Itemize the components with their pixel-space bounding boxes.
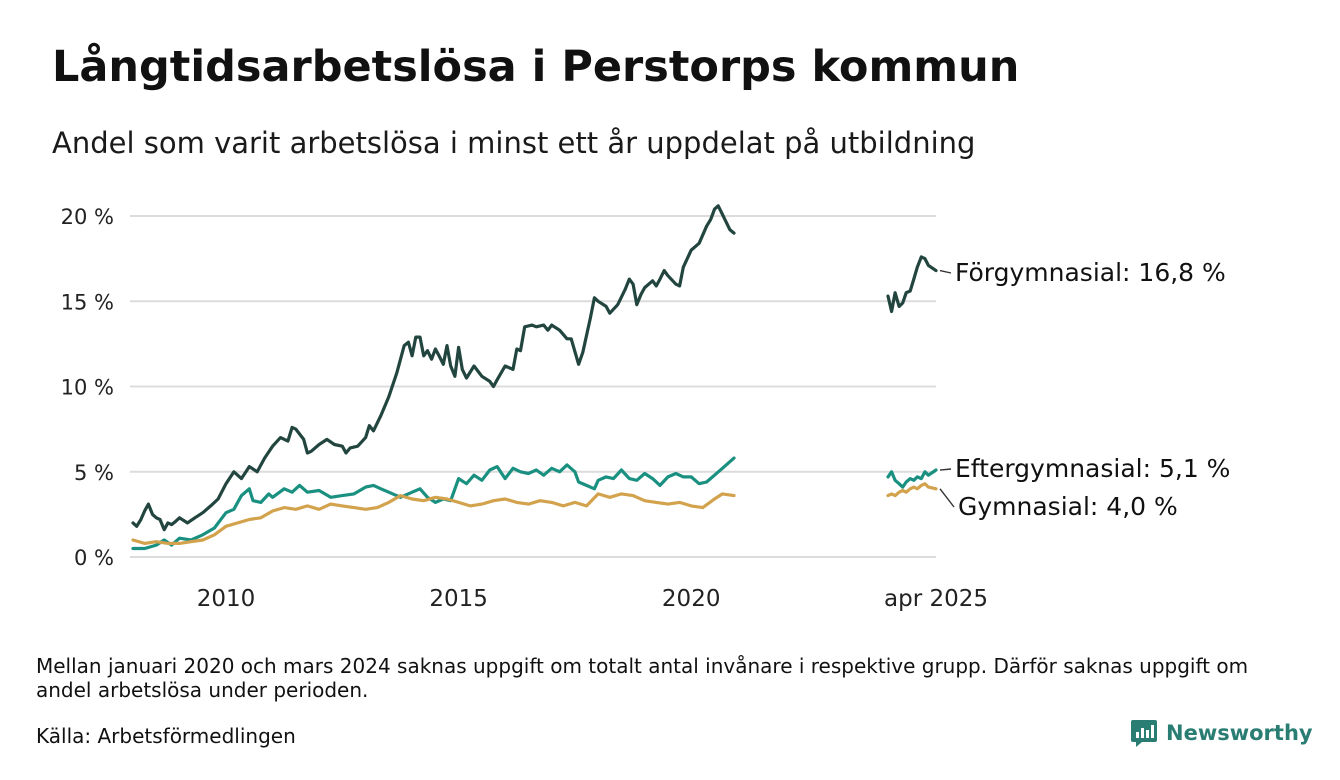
y-tick-label: 5 % [74, 461, 114, 485]
end-label-eftergymnasial: Eftergymnasial: 5,1 % [955, 454, 1230, 483]
y-tick-label: 10 % [61, 376, 114, 400]
end-label-förgymnasial: Förgymnasial: 16,8 % [955, 258, 1226, 287]
x-tick-label: 2010 [197, 586, 256, 612]
x-axis-ticks: 2010 2015 2020 apr 2025 [197, 586, 988, 612]
source-credit: Källa: Arbetsförmedlingen [36, 724, 296, 748]
brand-name: Newsworthy [1166, 721, 1313, 745]
end-label-leader [939, 269, 952, 274]
chart-subtitle: Andel som varit arbetslösa i minst ett å… [52, 126, 976, 160]
x-tick-label: 2015 [429, 586, 488, 612]
y-tick-label: 15 % [61, 290, 114, 314]
series-line-eftergymnasial [886, 468, 938, 489]
end-label-leader [939, 488, 955, 508]
end-labels: Förgymnasial: 16,8 % Eftergymnasial: 5,1 … [939, 258, 1230, 521]
grid-lines [130, 215, 936, 558]
x-tick-label: 2020 [662, 586, 721, 612]
series-line-gymnasial [131, 492, 736, 545]
y-axis-ticks: 0 % 5 % 10 % 15 % 20 % [61, 205, 114, 570]
series-lines [131, 204, 938, 551]
series-line-förgymnasial [131, 204, 736, 532]
series-line-gymnasial [886, 482, 938, 498]
y-tick-label: 0 % [74, 546, 114, 570]
y-tick-label: 20 % [61, 205, 114, 229]
end-label-gymnasial: Gymnasial: 4,0 % [958, 492, 1178, 521]
brand-logo: Newsworthy [1130, 718, 1313, 748]
series-line-eftergymnasial [131, 456, 736, 551]
newsworthy-chart-bubble-icon [1131, 720, 1157, 747]
footnote: Mellan januari 2020 och mars 2024 saknas… [36, 654, 1249, 702]
x-tick-label: apr 2025 [884, 586, 988, 612]
line-chart: 0 %5 %10 %15 %20 % 2010 2015 2020 apr 2025 … [61, 204, 1230, 612]
series-line-förgymnasial [886, 255, 938, 314]
chart-title: Långtidsarbetslösa i Perstorps kommun [52, 42, 1020, 92]
end-label-leader [939, 468, 952, 471]
